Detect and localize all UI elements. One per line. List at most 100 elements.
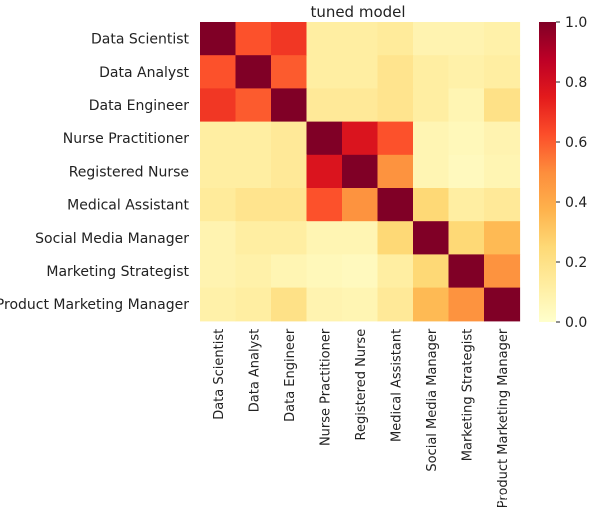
- watermark: 知乎 @冷冻工厂: [488, 492, 590, 509]
- colorbar: [539, 22, 556, 322]
- heatmap-cell: [306, 221, 343, 255]
- heatmap-cell: [342, 221, 379, 255]
- y-tick-label: Data Analyst: [99, 65, 189, 81]
- heatmap-cell: [306, 154, 343, 189]
- heatmap-cell: [200, 254, 237, 289]
- heatmap-cell: [377, 188, 414, 222]
- x-tick-label: Data Scientist: [212, 329, 227, 420]
- y-tick-label: Data Engineer: [89, 98, 189, 114]
- heatmap-cell: [235, 121, 272, 156]
- heatmap-cell: [377, 121, 414, 156]
- colorbar-ticks: 0.0 0.2 0.4 0.6 0.8 1.0: [556, 15, 587, 331]
- heatmap-cell: [413, 221, 450, 255]
- x-tick-label: Nurse Practitioner: [318, 328, 333, 446]
- heatmap-cell: [484, 254, 521, 289]
- x-tick-label: Registered Nurse: [354, 329, 369, 441]
- heatmap-cell: [200, 55, 237, 89]
- heatmap-cell: [413, 188, 450, 222]
- heatmap-cell: [377, 55, 414, 89]
- heatmap-cell: [271, 121, 308, 156]
- heatmap-cell: [448, 221, 485, 255]
- heatmap-cell: [306, 88, 343, 123]
- heatmap-cell: [306, 287, 343, 322]
- heatmap-cell: [448, 121, 485, 156]
- heatmap-cell: [271, 221, 308, 255]
- heatmap-cell: [413, 254, 450, 289]
- heatmap-cell: [200, 154, 237, 189]
- heatmap-cell: [484, 287, 521, 322]
- heatmap-cell: [342, 154, 379, 189]
- colorbar-tick-label: 1.0: [565, 15, 587, 31]
- heatmap-cell: [484, 154, 521, 189]
- heatmap-cell: [413, 154, 450, 189]
- heatmap-cell: [200, 22, 237, 56]
- y-tick-label: Marketing Strategist: [46, 264, 189, 280]
- x-axis-labels: Data Scientist Data Analyst Data Engineer N…: [212, 328, 511, 508]
- heatmap-cell: [448, 254, 485, 289]
- heatmap-cell: [448, 287, 485, 322]
- heatmap-cell: [306, 188, 343, 222]
- heatmap-cell: [377, 254, 414, 289]
- heatmap-cell: [413, 22, 450, 56]
- heatmap-cell: [342, 287, 379, 322]
- heatmap-cell: [271, 88, 308, 123]
- heatmap-cell: [235, 287, 272, 322]
- colorbar-tick-label: 0.8: [565, 75, 587, 91]
- heatmap-cells: [200, 22, 521, 322]
- heatmap-cell: [235, 88, 272, 123]
- heatmap-cell: [271, 22, 308, 56]
- heatmap-cell: [342, 22, 379, 56]
- heatmap-cell: [448, 88, 485, 123]
- heatmap-cell: [413, 55, 450, 89]
- x-tick-label: Data Engineer: [283, 328, 298, 422]
- heatmap-cell: [377, 221, 414, 255]
- heatmap-cell: [235, 188, 272, 222]
- heatmap-cell: [271, 154, 308, 189]
- x-tick-label: Medical Assistant: [389, 329, 404, 442]
- heatmap-cell: [484, 188, 521, 222]
- heatmap-cell: [200, 88, 237, 123]
- heatmap-cell: [306, 121, 343, 156]
- heatmap-cell: [271, 188, 308, 222]
- y-tick-label: Data Scientist: [91, 32, 190, 48]
- heatmap-cell: [342, 121, 379, 156]
- y-tick-label: Social Media Manager: [35, 231, 189, 247]
- heatmap-cell: [271, 287, 308, 322]
- heatmap-cell: [200, 221, 237, 255]
- heatmap-cell: [342, 88, 379, 123]
- heatmap-cell: [235, 154, 272, 189]
- heatmap-cell: [448, 188, 485, 222]
- y-tick-label: Nurse Practitioner: [63, 131, 189, 147]
- heatmap-cell: [484, 55, 521, 89]
- heatmap-cell: [377, 88, 414, 123]
- heatmap-cell: [484, 121, 521, 156]
- y-tick-label: Registered Nurse: [69, 164, 189, 180]
- x-tick-label: Data Analyst: [247, 329, 262, 412]
- colorbar-tick-label: 0.0: [565, 315, 587, 331]
- heatmap-cell: [235, 254, 272, 289]
- heatmap-cell: [235, 22, 272, 56]
- heatmap-cell: [377, 287, 414, 322]
- chart-title: tuned model: [310, 3, 405, 21]
- heatmap-cell: [235, 55, 272, 89]
- heatmap-cell: [484, 88, 521, 123]
- heatmap-cell: [200, 188, 237, 222]
- heatmap-cell: [342, 55, 379, 89]
- heatmap-cell: [306, 22, 343, 56]
- colorbar-tick-label: 0.4: [565, 195, 587, 211]
- heatmap-cell: [484, 221, 521, 255]
- x-tick-label: Social Media Manager: [425, 328, 440, 471]
- x-tick-label: Product Marketing Manager: [496, 328, 511, 508]
- x-tick-label: Marketing Strategist: [460, 329, 475, 461]
- colorbar-tick-label: 0.6: [565, 135, 587, 151]
- heatmap-cell: [413, 121, 450, 156]
- y-tick-label: Medical Assistant: [67, 198, 189, 214]
- heatmap-cell: [271, 55, 308, 89]
- heatmap-cell: [342, 254, 379, 289]
- heatmap-cell: [271, 254, 308, 289]
- heatmap-cell: [306, 55, 343, 89]
- heatmap-cell: [200, 121, 237, 156]
- heatmap-cell: [342, 188, 379, 222]
- heatmap-cell: [413, 88, 450, 123]
